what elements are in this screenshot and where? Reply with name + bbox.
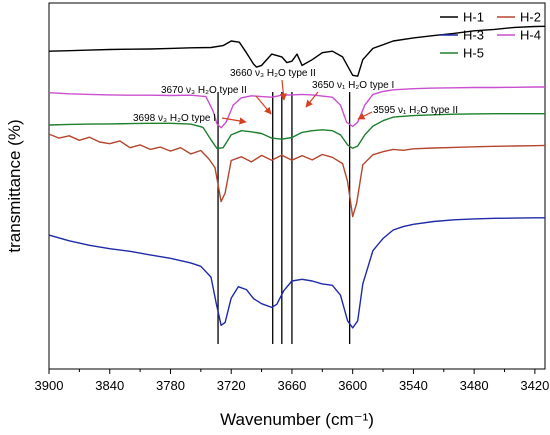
x-tick-label: 3600 [338,378,367,393]
x-tick-label: 3780 [156,378,185,393]
series-line-h-5 [48,113,545,150]
x-axis-ticks: 3900 3840 3780 3720 3660 3600 3540 3480 3420 [35,369,549,393]
legend-label-h-2: H-2 [520,10,541,25]
annotation-arrow-2 [255,95,272,115]
annotations: 3698 ν₃ H₂O type I 3670 ν₃ H₂O type II 366… [133,68,458,125]
series-line-h-2 [48,133,546,218]
series-line-h-4 [48,86,545,129]
annotation-arrow-5 [357,111,373,120]
y-axis: transmittance (%) [5,119,24,252]
legend-label-h-5: H-5 [463,46,484,61]
series-line-h-1 [48,25,546,77]
x-tick-label: 3480 [460,378,489,393]
x-tick-label: 3900 [35,378,64,393]
annotation-arrow-4 [305,91,319,108]
annotation-label-1: 3698 ν₃ H₂O type I [133,113,216,124]
x-tick-label: 3540 [399,378,428,393]
x-tick-label: 3720 [217,378,246,393]
reference-lines [217,92,351,344]
plot-frame [48,2,546,370]
x-axis: Wavenumber (cm⁻¹) [220,410,374,429]
x-axis-label: Wavenumber (cm⁻¹) [220,410,374,429]
x-tick-label: 3660 [277,378,306,393]
plot-area [48,2,546,370]
series-layer [48,25,546,329]
y-axis-label: transmittance (%) [5,119,24,252]
annotation-arrow-3 [279,79,287,101]
legend-label-h-4: H-4 [520,28,541,43]
annotation-label-4: 3650 ν₁ H₂O type I [312,80,394,91]
legend: H-1 H-2 H-3 H-4 H-5 [440,10,541,61]
annotation-label-5: 3595 ν₁ H₂O type II [373,105,458,116]
annotation-label-2: 3670 ν₃ H₂O type II [161,85,247,96]
legend-label-h-3: H-3 [463,28,484,43]
annotation-label-3: 3660 ν₃ H₂O type II [230,68,316,79]
x-tick-label: 3840 [95,378,124,393]
series-line-h-3 [48,217,545,329]
legend-label-h-1: H-1 [463,10,484,25]
annotation-arrow-1 [221,117,247,125]
x-tick-label: 3420 [520,378,549,393]
